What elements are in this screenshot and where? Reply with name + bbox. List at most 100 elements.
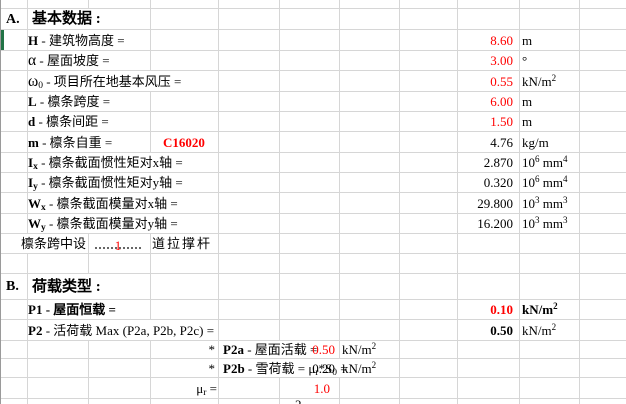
section-a-letter: A. (6, 12, 20, 27)
gridline-v (218, 0, 219, 404)
unit-Wy: 103 mm3 (522, 215, 568, 231)
gridline-h (1, 398, 626, 399)
label-P1: P1 - 屋面恒载 = (28, 300, 119, 319)
gridline-v (457, 0, 458, 404)
label-H: H - 建筑物高度 = (28, 30, 128, 50)
row-m: m - 檩条自重 = C16020 4.76 kg/m (1, 131, 626, 152)
gridline-h (1, 273, 626, 274)
value-Wx: 29.800 (477, 196, 513, 211)
unit-P2a: kN/m2 (342, 341, 377, 357)
row-Ix: Ix - 檩条截面惯性矩对x轴 = 2.870 106 mm4 (1, 152, 626, 172)
gridline-v (579, 0, 580, 404)
value-L[interactable]: 6.00 (490, 94, 513, 109)
tie-rod-suffix: 道拉撑杆 (152, 234, 216, 253)
unit-Iy: 106 mm4 (522, 174, 568, 190)
section-a-title: 基本数据 : (32, 9, 105, 29)
label-mu-r: μr = (196, 381, 217, 398)
row-H: H - 建筑物高度 = 8.60 m (1, 29, 626, 50)
value-P2b: 0.20 (312, 361, 335, 376)
row-P1: P1 - 屋面恒载 = 0.10 kN/m2 (1, 299, 626, 319)
bullet-P2a: * (208, 342, 216, 357)
section-b-letter: B. (6, 279, 19, 294)
gridline-h (1, 253, 626, 254)
unit-d: m (522, 114, 533, 129)
gridline-h (1, 50, 626, 51)
gridline-h (1, 377, 626, 378)
row-accent-marker (1, 30, 4, 50)
row-tie-rod: 檩条跨中设 1 道拉撑杆 (1, 233, 626, 253)
gridline-h (1, 111, 626, 112)
value-H[interactable]: 8.60 (490, 33, 513, 48)
value-d[interactable]: 1.50 (490, 114, 513, 129)
row-clipped: 2 (1, 398, 626, 404)
section-b-title: 荷载类型 : (32, 274, 105, 299)
row-d: d - 檩条间距 = 1.50 m (1, 111, 626, 131)
unit-P2b: kN/m2 (342, 360, 377, 376)
row-Wy: Wy - 檩条截面模量对y轴 = 16.200 103 mm3 (1, 213, 626, 233)
clipped-glyph: 2 (295, 398, 302, 404)
tie-rod-count-cell[interactable]: 1 (95, 236, 141, 253)
value-Ix: 2.870 (483, 155, 513, 170)
gridline-h (1, 91, 626, 92)
gridline-h (1, 192, 626, 193)
bullet-P2b: * (208, 361, 216, 376)
gridline-h (1, 131, 626, 132)
row-mu-r: μr = 1.0 (1, 377, 626, 398)
label-omega0: ω0 - 项目所在地基本风压 = (28, 71, 185, 91)
gridline-h (1, 29, 626, 30)
purlin-model-cell[interactable]: C16020 (163, 135, 205, 150)
gridline-h (1, 172, 626, 173)
row-omega0: ω0 - 项目所在地基本风压 = 0.55 kN/m2 (1, 70, 626, 91)
label-Wy: Wy - 檩条截面模量对y轴 = (28, 214, 181, 233)
label-Iy: Iy - 檩条截面惯性矩对y轴 = (28, 173, 186, 192)
label-d: d - 檩条间距 = (28, 112, 112, 131)
unit-Ix: 106 mm4 (522, 154, 568, 170)
gridline-h (1, 358, 626, 359)
gridline-h (1, 213, 626, 214)
value-P2a[interactable]: 0.50 (312, 342, 335, 357)
value-P2: 0.50 (490, 323, 513, 338)
value-m: 4.76 (490, 135, 513, 150)
row-P2a: * P2a - 屋面活载 = 0.50 kN/m2 (1, 340, 626, 358)
gridline-v (279, 0, 280, 404)
label-alpha: α - 屋面坡度 = (28, 51, 113, 70)
label-L: L - 檩条跨度 = (28, 92, 114, 111)
gridline-h (1, 8, 626, 9)
row-alpha: α - 屋面坡度 = 3.00 ° (1, 50, 626, 70)
gridline-v (27, 0, 28, 404)
unit-P1: kN/m2 (522, 301, 558, 317)
value-Iy: 0.320 (483, 175, 513, 190)
value-Wy: 16.200 (477, 216, 513, 231)
gridline-v (519, 0, 520, 404)
label-Ix: Ix - 檩条截面惯性矩对x轴 = (28, 153, 186, 172)
section-b-row: B. 荷载类型 : (1, 273, 626, 299)
row-P2: P2 - 活荷载 Max (P2a, P2b, P2c) = 0.50 kN/m… (1, 319, 626, 340)
gridline-h (1, 233, 626, 234)
unit-P2: kN/m2 (522, 322, 557, 338)
value-mu-r[interactable]: 1.0 (313, 381, 330, 396)
label-P2a: P2a - 屋面活载 = (223, 341, 321, 358)
tie-rod-prefix: 檩条跨中设 (1, 234, 86, 253)
gridline-h (1, 299, 626, 300)
row-Iy: Iy - 檩条截面惯性矩对y轴 = 0.320 106 mm4 (1, 172, 626, 192)
unit-Wx: 103 mm3 (522, 195, 568, 211)
label-m: m - 檩条自重 = (28, 132, 116, 152)
unit-omega0: kN/m2 (522, 73, 557, 89)
gridline-h (1, 70, 626, 71)
gridline-h (1, 340, 626, 341)
row-P2b: * P2b - 雪荷载 = μr*S0 = 0.20 kN/m2 (1, 358, 626, 378)
value-alpha[interactable]: 3.00 (490, 53, 513, 68)
unit-L: m (522, 94, 533, 109)
row-Wx: Wx - 檩条截面模量对x轴 = 29.800 103 mm3 (1, 192, 626, 213)
label-P2: P2 - 活荷载 Max (P2a, P2b, P2c) = (28, 320, 218, 340)
gridline-h (1, 152, 626, 153)
section-a-row: A. 基本数据 : (1, 8, 626, 29)
label-Wx: Wx - 檩条截面模量对x轴 = (28, 193, 181, 213)
value-P1[interactable]: 0.10 (490, 302, 513, 317)
unit-H: m (522, 33, 533, 48)
label-P2b: P2b - 雪荷载 = μr*S0 = (223, 359, 351, 378)
unit-alpha: ° (522, 53, 528, 68)
unit-m: kg/m (522, 135, 549, 150)
value-omega0[interactable]: 0.55 (490, 74, 513, 89)
